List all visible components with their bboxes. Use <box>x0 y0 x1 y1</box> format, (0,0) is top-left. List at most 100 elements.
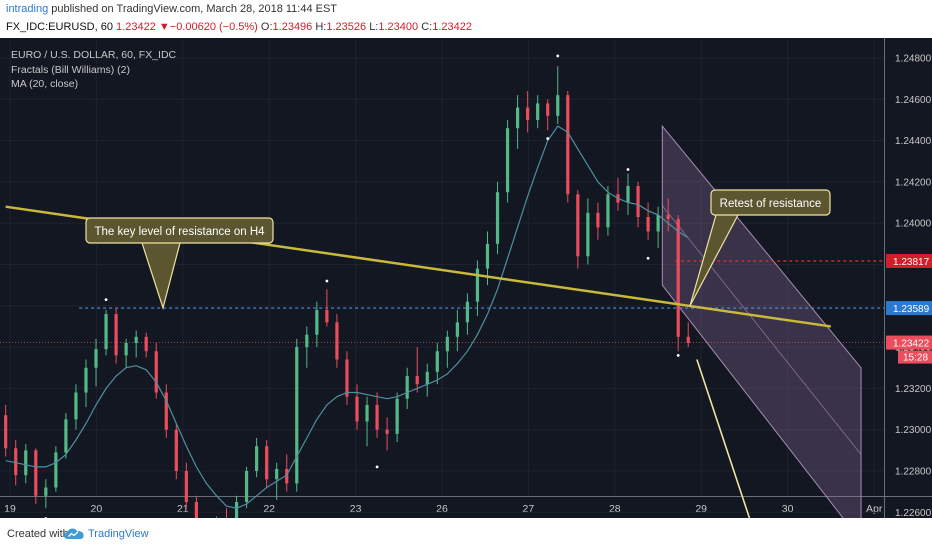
y-tick-label: 1.24800 <box>895 54 932 65</box>
candle-body <box>666 214 670 220</box>
low-label: L: <box>369 21 379 33</box>
author-link[interactable]: intrading <box>6 3 49 15</box>
candle-body <box>275 468 279 480</box>
candle-body <box>405 376 409 399</box>
price-label: 1.23589 <box>893 304 930 315</box>
candle-body <box>566 95 570 195</box>
x-tick-label: 28 <box>609 503 621 515</box>
candle-body <box>315 309 319 335</box>
candle-body <box>14 448 18 476</box>
y-tick-label: 1.22600 <box>895 508 932 518</box>
x-tick-label: 19 <box>4 503 16 515</box>
candle-body <box>64 419 68 453</box>
legend-title: EURO / U.S. DOLLAR, 60, FX_IDC <box>11 49 177 61</box>
fractal-down-mark <box>375 465 379 469</box>
fractal-down-mark <box>44 517 48 518</box>
candle-body <box>556 95 560 116</box>
fractal-down-mark <box>646 256 650 260</box>
countdown-label: 15:28 <box>903 353 928 364</box>
candle-body <box>626 186 630 203</box>
candle-body <box>485 243 490 269</box>
candle-body <box>526 107 530 120</box>
y-tick-label: 1.24200 <box>895 177 932 188</box>
candle-body <box>244 471 249 502</box>
y-tick-label: 1.24600 <box>895 95 932 106</box>
candle-body <box>465 301 470 323</box>
symbol-label: FX_IDC:EURUSD, 60 <box>6 21 113 33</box>
ohlc-line: FX_IDC:EURUSD, 60 1.23422 ▼−0.00620 (−0.… <box>6 21 472 33</box>
candle-body <box>425 371 429 385</box>
close-label: C: <box>421 21 433 33</box>
candle-body <box>576 194 580 257</box>
price-label-bg <box>886 301 932 316</box>
footer: Created with TradingView <box>0 518 932 550</box>
publish-info: published on TradingView.com, March 28, … <box>48 3 338 15</box>
candle-body <box>415 376 419 385</box>
candle-body <box>335 322 339 360</box>
candle-body <box>144 336 148 352</box>
candle-body <box>164 392 168 430</box>
candle-body <box>295 347 299 484</box>
chart-legend: EURO / U.S. DOLLAR, 60, FX_IDC Fractals … <box>11 48 176 92</box>
price-label-bg <box>886 335 932 350</box>
candle-body <box>646 217 650 232</box>
candle-body <box>546 103 550 116</box>
countdown-bg <box>898 350 932 364</box>
candle-body <box>134 336 138 343</box>
candle-body <box>24 450 28 476</box>
x-tick-label: Apr <box>866 503 883 515</box>
candle-body <box>285 468 289 484</box>
candle-body <box>184 471 188 502</box>
candle-body <box>656 214 660 232</box>
candle-body <box>495 192 500 244</box>
candle-body <box>445 336 449 352</box>
candle-body <box>345 359 349 397</box>
x-tick-label: 21 <box>177 503 189 515</box>
candle-body <box>455 322 459 337</box>
candle-body <box>74 392 78 420</box>
publish-header: intrading published on TradingView.com, … <box>0 0 932 38</box>
open-value: 1.23496 <box>272 21 313 33</box>
callout-retest: Retest of resistance <box>689 189 831 307</box>
callout-pointer <box>141 242 181 311</box>
close-value: 1.23422 <box>432 21 472 33</box>
y-tick-label: 1.22800 <box>895 467 932 478</box>
candle-body <box>505 128 510 193</box>
regression-channel <box>661 124 862 518</box>
candle-body <box>676 219 680 337</box>
candle-body <box>234 501 239 518</box>
tradingview-cloud-icon <box>64 528 84 539</box>
x-tick-label: 29 <box>695 503 707 515</box>
candle-body <box>154 351 158 393</box>
candle-body <box>365 404 369 422</box>
open-label: O: <box>260 21 273 33</box>
high-value: 1.23526 <box>326 21 367 33</box>
candle-body <box>475 268 480 302</box>
candle-body <box>114 314 118 356</box>
candle-body <box>124 342 128 356</box>
x-tick-label: 23 <box>350 503 362 515</box>
price-label: 1.23817 <box>893 257 930 268</box>
candle-body <box>636 186 640 218</box>
x-tick-label: 20 <box>91 503 103 515</box>
fractal-up-mark <box>104 298 108 302</box>
x-tick-label: 27 <box>523 503 535 515</box>
candle-body <box>34 450 38 496</box>
chart-area[interactable]: 19 20 21 22 23 26 27 28 29 30 Apr 1.24800 1.24600 1.2… <box>0 38 932 518</box>
moving-average-line <box>5 125 689 509</box>
candle-body <box>305 334 309 348</box>
candle-body <box>395 398 399 434</box>
candle-body <box>104 314 108 350</box>
fractal-up-mark <box>556 54 560 58</box>
callout-box <box>710 189 831 216</box>
candle-body <box>355 396 359 422</box>
candle-body <box>375 404 379 430</box>
price-chart[interactable]: 19 20 21 22 23 26 27 28 29 30 Apr 1.24800 1.24600 1.2… <box>0 38 932 518</box>
candle-body <box>44 487 48 496</box>
x-tick-label: 26 <box>436 503 448 515</box>
created-with-label: Created with <box>7 528 69 540</box>
y-tick-label: 1.23200 <box>895 384 932 395</box>
tradingview-link[interactable]: TradingView <box>88 528 149 540</box>
candle-body <box>435 351 439 372</box>
callout-text: The key level of resistance on H4 <box>94 226 265 238</box>
